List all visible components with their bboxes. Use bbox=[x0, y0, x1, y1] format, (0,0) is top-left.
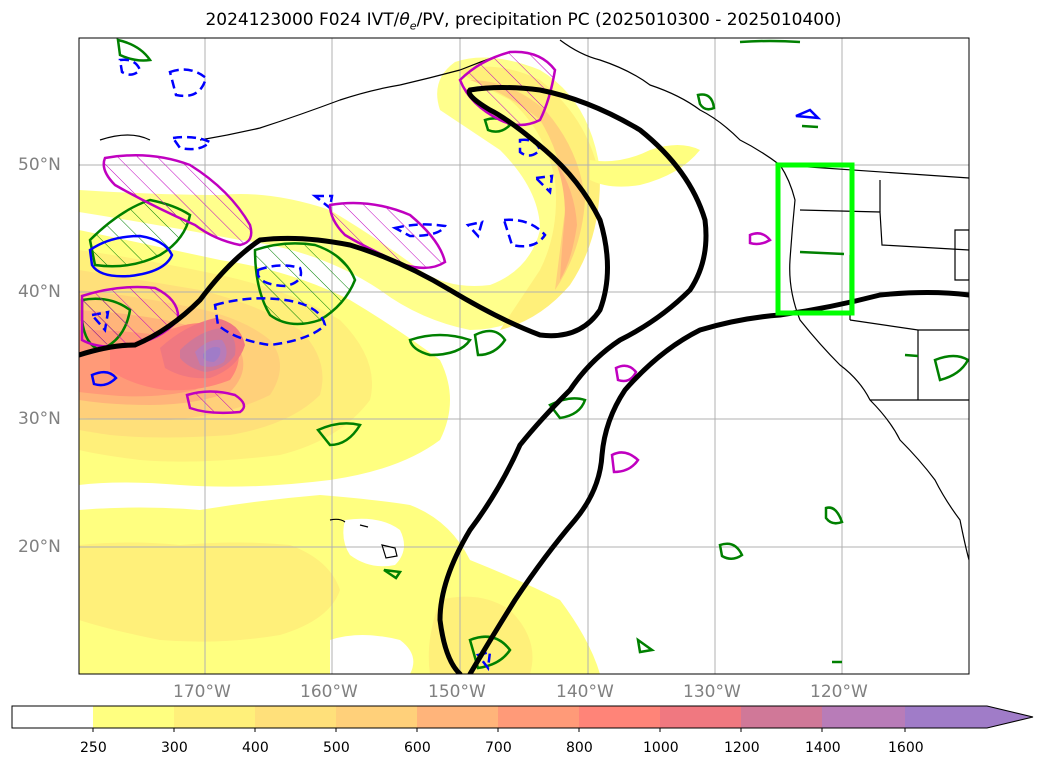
coastlines bbox=[99, 39, 969, 561]
lat-label-40n: 40°N bbox=[18, 282, 61, 302]
cbar-tick-800: 800 bbox=[566, 740, 593, 756]
cbar-tick-700: 700 bbox=[485, 740, 512, 756]
highlight-box bbox=[775, 162, 855, 316]
lat-label-50n: 50°N bbox=[18, 155, 61, 175]
lat-label-20n: 20°N bbox=[18, 537, 61, 557]
cbar-tick-500: 500 bbox=[323, 740, 350, 756]
map-title: 2024123000 F024 IVT/θe/PV, precipitation… bbox=[205, 10, 842, 33]
map-frame bbox=[78, 37, 970, 675]
lon-label-170w: 170°W bbox=[173, 682, 231, 702]
lat-label-30n: 30°N bbox=[18, 409, 61, 429]
lon-label-120w: 120°W bbox=[810, 682, 868, 702]
lon-label-130w: 130°W bbox=[683, 682, 741, 702]
map-area bbox=[79, 38, 969, 674]
cbar-tick-600: 600 bbox=[404, 740, 431, 756]
lon-label-160w: 160°W bbox=[300, 682, 358, 702]
pv-negative-solid bbox=[88, 108, 822, 387]
cbar-tick-250: 250 bbox=[80, 740, 107, 756]
graticule bbox=[79, 38, 969, 674]
lon-label-140w: 140°W bbox=[556, 682, 614, 702]
cbar-tick-300: 300 bbox=[161, 740, 188, 756]
theta-e-contours bbox=[80, 50, 772, 474]
cbar-tick-1600: 1600 bbox=[888, 740, 924, 756]
cbar-tick-400: 400 bbox=[242, 740, 269, 756]
colorbar bbox=[11, 705, 1034, 732]
cbar-tick-1200: 1200 bbox=[724, 740, 760, 756]
cbar-tick-1000: 1000 bbox=[643, 740, 679, 756]
lon-label-150w: 150°W bbox=[428, 682, 486, 702]
cbar-tick-1400: 1400 bbox=[805, 740, 841, 756]
